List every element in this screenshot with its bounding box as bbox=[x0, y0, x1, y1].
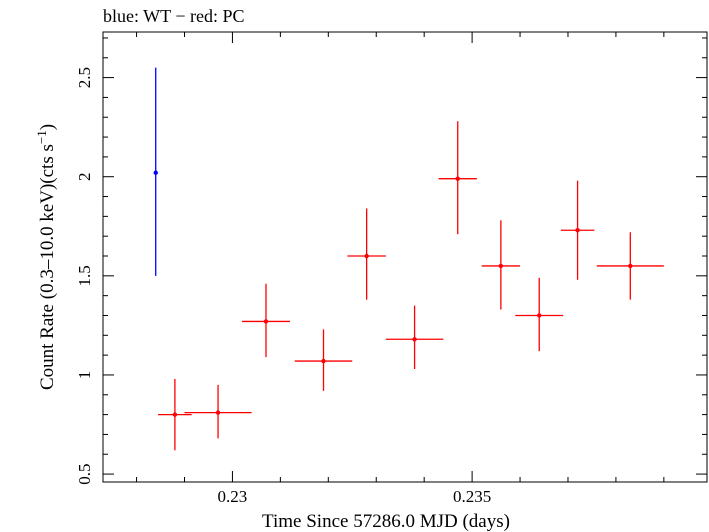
data-point bbox=[364, 253, 369, 259]
x-tick-label: 0.235 bbox=[453, 487, 491, 506]
data-point bbox=[153, 170, 158, 175]
series-1 bbox=[158, 121, 664, 451]
chart-title: blue: WT − red: PC bbox=[103, 6, 244, 26]
y-tick-label: 1 bbox=[75, 371, 94, 380]
data-point bbox=[498, 263, 504, 269]
series-0 bbox=[153, 67, 158, 276]
data-point bbox=[455, 176, 460, 181]
data-point bbox=[215, 410, 221, 415]
axis-tick-labels: 0.23 0.235 0.5 1 1.5 2 2.5 bbox=[75, 67, 491, 506]
y-tick-label: 2 bbox=[75, 172, 94, 181]
y-axis-title-end: ) bbox=[37, 124, 58, 130]
data-point bbox=[321, 358, 326, 364]
data-point bbox=[172, 412, 178, 417]
y-tick-label: 1.5 bbox=[75, 265, 94, 286]
data-point bbox=[628, 263, 633, 269]
y-axis-title-exponent: −1 bbox=[34, 130, 49, 144]
x-axis-title: Time Since 57286.0 MJD (days) bbox=[262, 511, 510, 532]
data-point bbox=[575, 228, 580, 233]
y-tick-label: 2.5 bbox=[75, 67, 94, 88]
plot-frame bbox=[102, 31, 708, 483]
data-point bbox=[263, 319, 269, 324]
y-axis-title-main: Count Rate (0.3–10.0 keV)(cts s bbox=[37, 144, 58, 390]
y-tick-label: 0.5 bbox=[75, 463, 94, 484]
x-tick-label: 0.23 bbox=[218, 487, 248, 506]
axis-ticks bbox=[103, 32, 707, 482]
data-points bbox=[153, 67, 664, 451]
data-point bbox=[412, 337, 417, 342]
data-point bbox=[537, 313, 542, 318]
y-axis-title: Count Rate (0.3–10.0 keV)(cts s−1) bbox=[34, 124, 58, 390]
